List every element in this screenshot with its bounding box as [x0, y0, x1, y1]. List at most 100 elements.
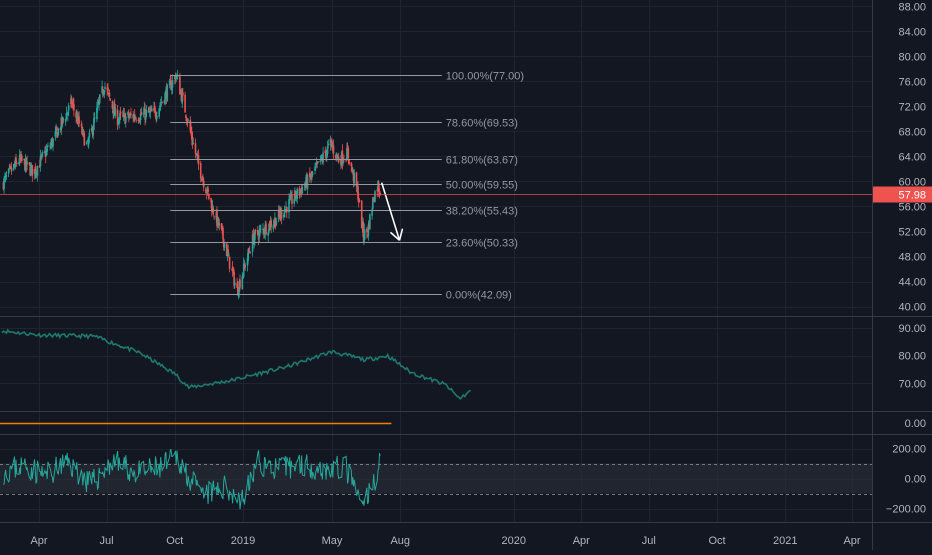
candle-body: [190, 128, 192, 134]
candle-body: [228, 254, 230, 256]
candle-body: [179, 76, 181, 95]
candle-body: [346, 147, 348, 161]
candle-body: [220, 223, 223, 229]
price-axis-tick-label: 80.00: [898, 51, 926, 63]
candle-body: [160, 102, 163, 104]
candle-body: [156, 115, 158, 119]
time-axis-label: Jul: [99, 535, 113, 547]
candle-body: [96, 104, 99, 108]
candle-body: [168, 80, 171, 85]
candle-body: [62, 118, 65, 120]
candle-body: [102, 88, 104, 94]
candle-body: [350, 162, 353, 166]
candle-body: [164, 92, 166, 105]
oscillator-axis-tick-label: 200.00: [892, 444, 926, 456]
candle-body: [378, 182, 380, 192]
candle-body: [65, 113, 68, 120]
candle-body: [134, 117, 137, 120]
candle-body: [330, 139, 333, 143]
candle-body: [55, 128, 57, 135]
candle-body: [368, 223, 370, 230]
candle-body: [153, 105, 156, 110]
candle-body: [189, 120, 192, 131]
candle-body: [341, 150, 344, 164]
candle-body: [111, 101, 114, 109]
candle-body: [351, 167, 353, 172]
candle-body: [317, 161, 319, 163]
oscillator-axis-tick-label: −200.00: [886, 504, 926, 516]
candle-body: [232, 270, 235, 272]
candle-body: [171, 86, 173, 91]
fib-level-label: 0.00%(42.09): [446, 290, 512, 302]
price-axis-tick-label: 76.00: [898, 76, 926, 88]
candle-body: [170, 80, 172, 90]
candle-body: [213, 216, 215, 218]
candle-body: [363, 229, 366, 240]
candle-body: [104, 86, 106, 89]
time-axis-label: Oct: [166, 535, 183, 547]
fib-level-label: 38.20%(55.43): [446, 206, 518, 218]
candle-body: [372, 198, 374, 209]
time-axis-label: 2020: [502, 535, 526, 547]
last-price-label: 57.98: [898, 190, 926, 202]
candle-body: [15, 162, 18, 165]
candle-body: [70, 98, 73, 106]
candle-body: [306, 174, 309, 190]
candle-body: [210, 198, 212, 203]
candle-body: [114, 108, 117, 116]
candle-body: [82, 131, 85, 132]
candle-body: [34, 166, 37, 174]
candle-body: [116, 109, 119, 126]
candle-body: [320, 157, 323, 159]
candle-body: [76, 115, 78, 117]
candle-body: [109, 98, 111, 101]
indicator-line: [1, 328, 471, 400]
oscillator-band: [0, 463, 872, 494]
candle-body: [278, 209, 281, 215]
candle-body: [159, 105, 161, 108]
candle-body: [233, 271, 235, 286]
candle-body: [38, 165, 41, 168]
candle-body: [322, 152, 324, 163]
candle-body: [225, 243, 228, 257]
candle-body: [314, 165, 317, 169]
candle-body: [371, 209, 373, 216]
candle-body: [86, 140, 88, 142]
down-arrow-shaft[interactable]: [380, 182, 401, 241]
candle-body: [309, 178, 312, 180]
time-axis-label: Jul: [642, 535, 656, 547]
candle-body: [205, 189, 207, 194]
candle-body: [10, 167, 13, 172]
candle-body: [196, 153, 198, 156]
candle-body: [26, 161, 28, 165]
candle-body: [191, 131, 193, 140]
candle-body: [18, 161, 20, 164]
candle-body: [241, 276, 244, 290]
candle-body: [296, 188, 298, 199]
candle-body: [154, 110, 157, 117]
candle-body: [369, 214, 371, 230]
candle-body: [10, 166, 12, 168]
indicator-axis-tick-label: 80.00: [898, 351, 926, 363]
candle-body: [31, 165, 34, 177]
candle-body: [228, 256, 231, 269]
candle-body: [41, 153, 43, 157]
candle-body: [357, 186, 359, 200]
candle-body: [187, 119, 189, 121]
candle-body: [24, 158, 27, 172]
candle-body: [3, 178, 5, 190]
candle-body: [310, 173, 312, 179]
candle-body: [311, 173, 314, 175]
candle-body: [346, 147, 349, 150]
candle-body: [222, 228, 224, 240]
candle-body: [253, 237, 255, 245]
candle-body: [257, 230, 259, 235]
candle-body: [239, 279, 241, 288]
candle-body: [57, 128, 60, 136]
time-axis-label: Aug: [390, 535, 410, 547]
candle-body: [227, 249, 229, 255]
candle-body: [319, 160, 321, 162]
candle-body: [47, 145, 49, 147]
